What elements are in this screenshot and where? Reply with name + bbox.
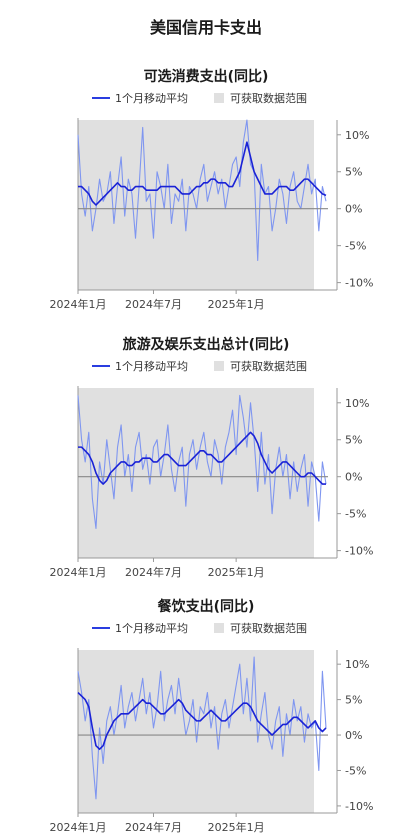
legend-label: 可获取数据范围 bbox=[230, 622, 307, 635]
chart-title: 可选消费支出(同比) bbox=[143, 69, 269, 85]
legend-item-data-range: 可获取数据范围 bbox=[214, 620, 307, 636]
legend-label: 1个月移动平均 bbox=[115, 360, 188, 373]
chart-legend: 1个月移动平均 可获取数据范围 bbox=[0, 620, 412, 636]
y-tick-label: 10% bbox=[345, 397, 369, 410]
legend-label: 1个月移动平均 bbox=[115, 92, 188, 105]
y-tick-label: 5% bbox=[345, 694, 362, 707]
y-tick-label: 0% bbox=[345, 471, 362, 484]
legend-label: 可获取数据范围 bbox=[230, 360, 307, 373]
legend-label: 可获取数据范围 bbox=[230, 92, 307, 105]
y-tick-label: 10% bbox=[345, 129, 369, 142]
y-tick-label: -10% bbox=[345, 545, 373, 558]
page-title: 美国信用卡支出 bbox=[149, 18, 262, 37]
x-tick-label: 2024年1月 bbox=[50, 565, 107, 579]
y-tick-label: -5% bbox=[345, 508, 366, 521]
y-tick-label: -5% bbox=[345, 764, 366, 777]
daily-series-line bbox=[77, 394, 327, 529]
line-chart: 10% 5% 0% -5% -10% 2024年1月 2024年7月 2025年1月 bbox=[50, 118, 373, 311]
x-tick-label: 2024年7月 bbox=[125, 820, 182, 834]
y-tick-label: 10% bbox=[345, 658, 369, 671]
line-chart: 10% 5% 0% -5% -10% 2024年1月 2024年7月 2025年1月 bbox=[50, 386, 373, 579]
legend-line-swatch bbox=[92, 97, 110, 99]
legend-item-moving-average: 1个月移动平均 bbox=[92, 620, 188, 636]
y-tick-label: 5% bbox=[345, 166, 362, 179]
y-tick-label: 0% bbox=[345, 203, 362, 216]
y-tick-label: -10% bbox=[345, 800, 373, 813]
y-tick-label: 5% bbox=[345, 434, 362, 447]
moving-average-line bbox=[78, 431, 326, 485]
chart-panel-dining: 餐饮支出(同比) 1个月移动平均 可获取数据范围 10% 5% 0% -5% -10% 2… bbox=[0, 596, 412, 839]
legend-shade-swatch bbox=[214, 623, 224, 633]
legend-item-data-range: 可获取数据范围 bbox=[214, 90, 307, 106]
x-tick-label: 2024年1月 bbox=[50, 297, 107, 311]
legend-line-swatch bbox=[92, 365, 110, 367]
x-tick-label: 2024年7月 bbox=[125, 565, 182, 579]
x-tick-label: 2025年1月 bbox=[208, 565, 265, 579]
legend-shade-swatch bbox=[214, 93, 224, 103]
y-tick-label: -5% bbox=[345, 240, 366, 253]
y-tick-label: -10% bbox=[345, 277, 373, 290]
chart-legend: 1个月移动平均 可获取数据范围 bbox=[0, 358, 412, 374]
x-tick-label: 2024年1月 bbox=[50, 820, 107, 834]
x-tick-label: 2025年1月 bbox=[208, 297, 265, 311]
chart-title: 餐饮支出(同比) bbox=[157, 599, 255, 615]
legend-line-swatch bbox=[92, 627, 110, 629]
legend-label: 1个月移动平均 bbox=[115, 622, 188, 635]
legend-item-moving-average: 1个月移动平均 bbox=[92, 358, 188, 374]
chart-panel-discretionary: 可选消费支出(同比) 1个月移动平均 可获取数据范围 10% 5% 0% -5% -10… bbox=[0, 66, 412, 316]
moving-average-line bbox=[77, 691, 327, 751]
line-chart: 10% 5% 0% -5% -10% 2024年1月 2024年7月 2025年1月 bbox=[50, 648, 373, 834]
chart-legend: 1个月移动平均 可获取数据范围 bbox=[0, 90, 412, 106]
moving-average-line bbox=[78, 141, 327, 206]
legend-item-moving-average: 1个月移动平均 bbox=[92, 90, 188, 106]
legend-shade-swatch bbox=[214, 361, 224, 371]
x-tick-label: 2024年7月 bbox=[125, 297, 182, 311]
data-range-shade bbox=[78, 388, 314, 558]
legend-item-data-range: 可获取数据范围 bbox=[214, 358, 307, 374]
x-tick-label: 2025年1月 bbox=[208, 820, 265, 834]
y-tick-label: 0% bbox=[345, 729, 362, 742]
chart-title: 旅游及娱乐支出总计(同比) bbox=[122, 337, 290, 353]
chart-panel-travel-entertainment: 旅游及娱乐支出总计(同比) 1个月移动平均 可获取数据范围 10% 5% 0% -5%… bbox=[0, 334, 412, 584]
